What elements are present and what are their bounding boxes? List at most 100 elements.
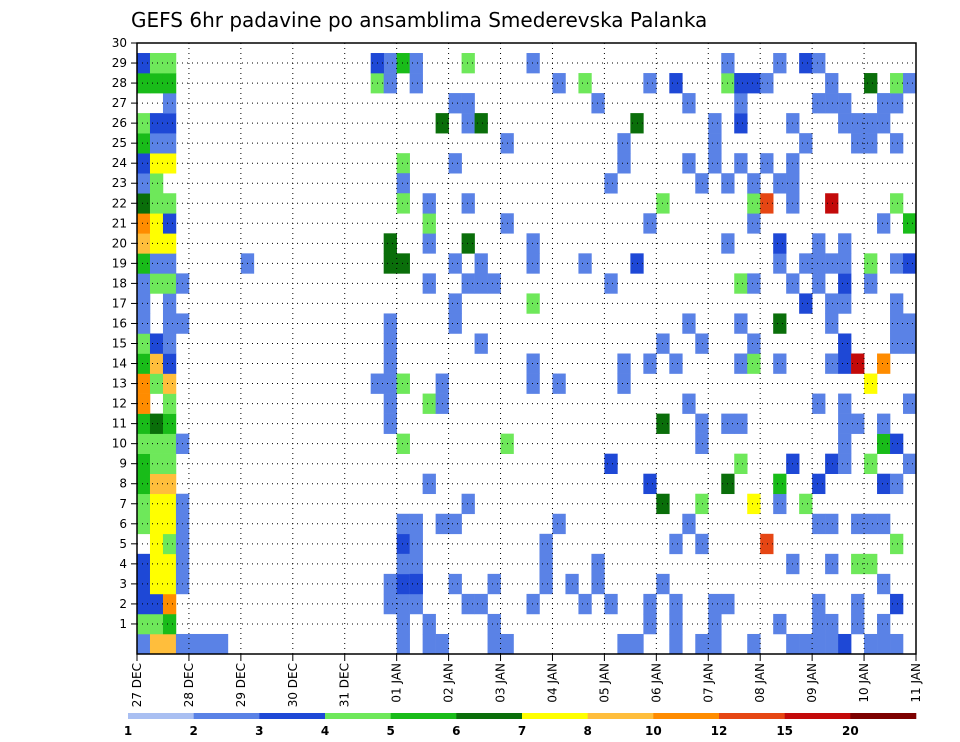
heatmap-cell (864, 113, 878, 134)
heatmap-cell (552, 513, 566, 535)
heatmap-cell (149, 233, 164, 254)
heatmap-cell (682, 393, 696, 414)
heatmap-cell (448, 313, 462, 334)
y-tick-label: 5 (119, 537, 127, 551)
heatmap-cell (162, 493, 177, 515)
heatmap-cell (383, 53, 397, 74)
heatmap-cell (825, 453, 839, 474)
heatmap-cell (890, 313, 904, 334)
heatmap-cell (383, 333, 397, 354)
heatmap-cell (669, 73, 683, 94)
heatmap-cell (149, 553, 164, 575)
heatmap-cell (890, 93, 904, 114)
heatmap-cell (487, 633, 501, 655)
heatmap-cell (552, 73, 566, 94)
heatmap-cell (903, 393, 917, 414)
heatmap-cell (149, 573, 164, 595)
heatmap-cell (175, 633, 190, 655)
heatmap-cell (773, 613, 787, 635)
heatmap-cell (825, 353, 839, 374)
heatmap-cell (162, 73, 177, 94)
heatmap-cell (461, 493, 475, 515)
y-tick-label: 4 (119, 557, 127, 571)
heatmap-cell (396, 433, 410, 454)
heatmap-cell (760, 73, 774, 94)
heatmap-cell (630, 633, 644, 655)
heatmap-cell (825, 633, 839, 655)
heatmap-cell (773, 353, 787, 374)
heatmap-cell (137, 413, 151, 434)
y-tick-label: 19 (112, 256, 127, 270)
heatmap-cell (162, 133, 177, 154)
heatmap-cell (786, 633, 800, 655)
y-tick-label: 13 (112, 377, 127, 391)
heatmap-cell (890, 533, 904, 555)
heatmap-cell (734, 93, 748, 114)
heatmap-cell (838, 93, 852, 114)
y-axis-ticks: 1234567891011121314151617181920212223242… (112, 36, 137, 631)
heatmap-cell (422, 473, 436, 495)
x-tick-label: 06 JAN (649, 663, 663, 703)
heatmap-cell (526, 593, 540, 615)
heatmap-cell (149, 373, 164, 394)
heatmap-cell (137, 253, 151, 274)
heatmap-cell (396, 613, 410, 635)
colorbar-swatch (128, 713, 194, 719)
heatmap-cell (149, 213, 164, 234)
heatmap-cell (669, 353, 683, 374)
heatmap-cell (137, 293, 151, 314)
heatmap-cell (149, 413, 164, 434)
heatmap-cell (812, 93, 826, 114)
heatmap-cell (396, 173, 410, 194)
heatmap-cell (773, 313, 787, 334)
heatmap-cell (526, 253, 540, 274)
heatmap-cell (149, 53, 164, 74)
heatmap-cell (396, 253, 410, 274)
heatmap-cell (162, 293, 177, 314)
heatmap-cell (825, 73, 839, 94)
heatmap-cell (448, 513, 462, 535)
heatmap-cell (734, 273, 748, 294)
x-tick-label: 09 JAN (805, 663, 819, 703)
heatmap-cell (838, 253, 852, 274)
heatmap-cell (760, 193, 774, 214)
heatmap-cell (617, 133, 631, 154)
heatmap-cell (422, 213, 436, 234)
heatmap-cell (474, 273, 488, 294)
y-tick-label: 3 (119, 577, 127, 591)
colorbar-label: 2 (189, 724, 197, 738)
heatmap-cell (448, 253, 462, 274)
heatmap-cell (474, 593, 488, 615)
heatmap-cell (162, 553, 177, 575)
heatmap-cell (149, 433, 164, 454)
heatmap-cell (162, 513, 177, 535)
heatmap-cell (604, 453, 618, 474)
heatmap-cell (422, 233, 436, 254)
heatmap-cell (137, 373, 151, 394)
heatmap-cell (617, 373, 631, 394)
heatmap-cell (669, 633, 683, 655)
heatmap-cell (682, 513, 696, 535)
heatmap-cell (137, 473, 151, 495)
heatmap-cell (695, 413, 709, 434)
heatmap-cell (799, 493, 813, 515)
heatmap-cell (747, 193, 761, 214)
heatmap-cell (695, 533, 709, 555)
heatmap-cell (137, 173, 151, 194)
heatmap-cell (383, 73, 397, 94)
heatmap-cell (201, 633, 216, 655)
heatmap-cell (149, 513, 164, 535)
heatmap-cell (643, 213, 657, 234)
colorbar-swatch (325, 713, 391, 719)
y-tick-label: 27 (112, 96, 127, 110)
heatmap-cell (149, 193, 164, 214)
colorbar: 1 2 3 4 5 6 7 8 10 12 15 20 (124, 713, 917, 738)
heatmap-cell (864, 633, 878, 655)
heatmap-cell (825, 613, 839, 635)
heatmap-cell (396, 593, 410, 615)
heatmap-cell (422, 633, 436, 655)
heatmap-cell (760, 533, 774, 555)
colorbar-label: 15 (776, 724, 793, 738)
heatmap-cell (500, 633, 514, 655)
heatmap-cell (448, 153, 462, 174)
